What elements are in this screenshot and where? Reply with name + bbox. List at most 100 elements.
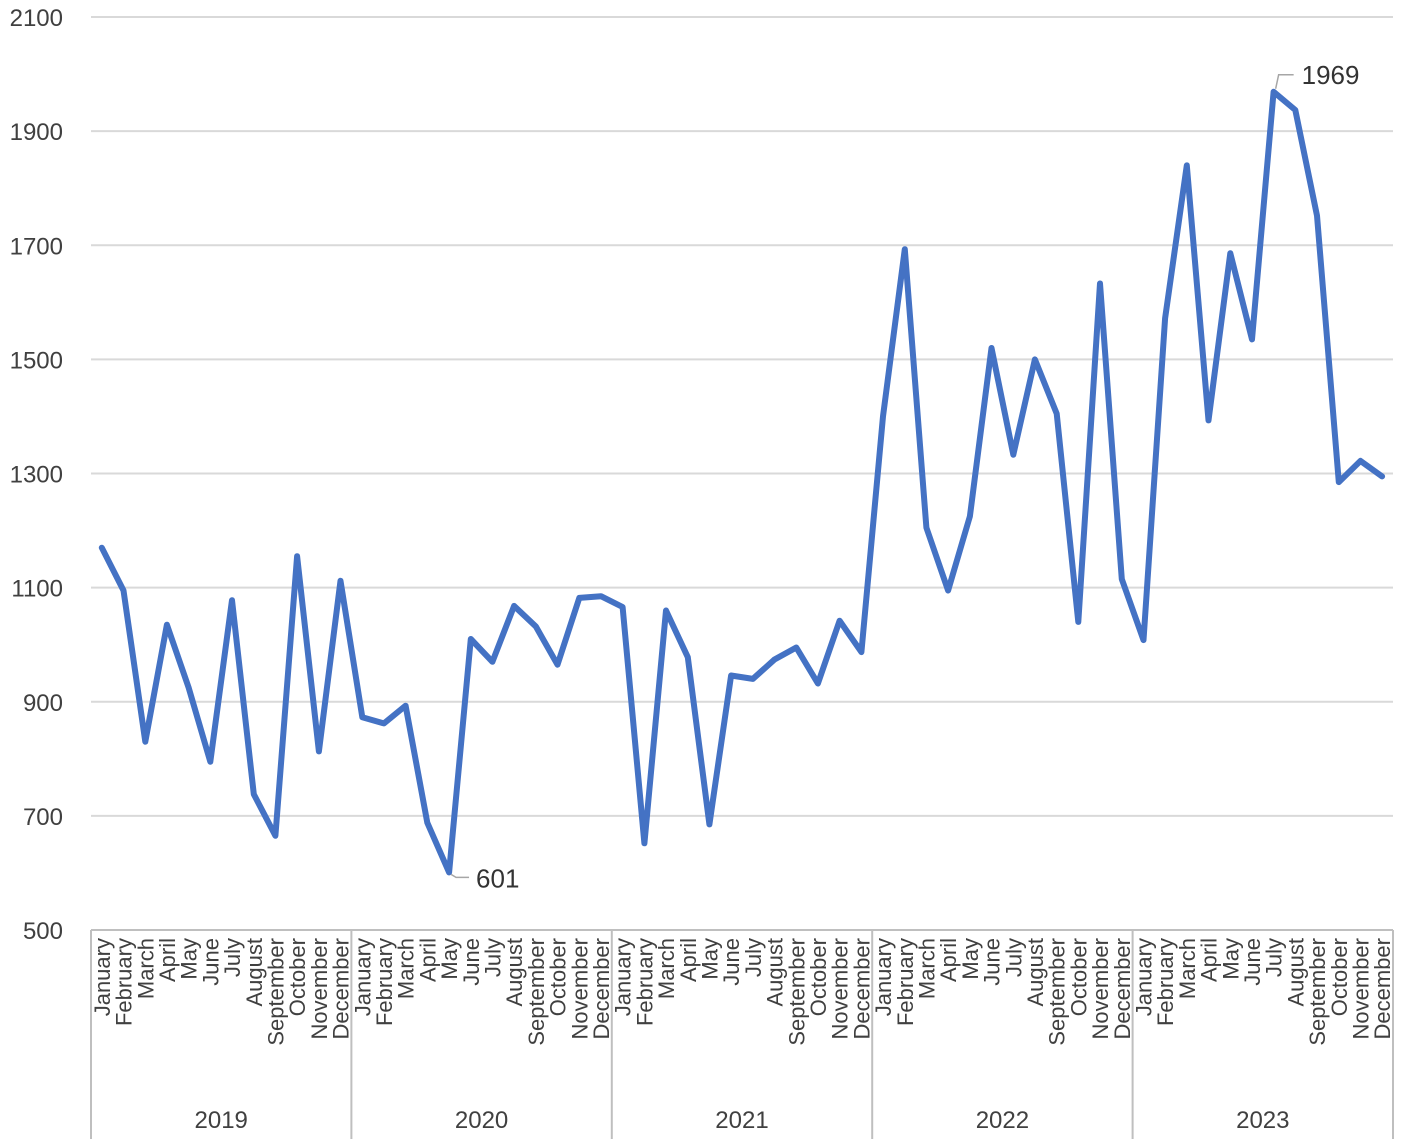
data-point [728, 673, 734, 679]
x-tick-label-month: September [1045, 938, 1070, 1046]
x-tick-label-month: March [394, 938, 419, 999]
data-point [1357, 458, 1363, 464]
x-tick-label-month: September [1305, 938, 1330, 1046]
x-tick-label-month: January [871, 938, 896, 1016]
x-tick-label-month: July [220, 938, 245, 977]
series-layer [98, 88, 1386, 876]
x-tick-label-month: September [784, 938, 809, 1046]
data-point [620, 604, 626, 610]
x-tick-label-month: June [980, 938, 1005, 986]
x-tick-label-month: January [1131, 938, 1156, 1016]
x-tick-label-month: June [198, 938, 223, 986]
data-point [945, 587, 951, 593]
x-tick-label-month: May [1218, 938, 1243, 980]
x-tick-label-month: October [546, 938, 571, 1016]
x-tick-label-year: 2022 [976, 1107, 1029, 1134]
x-tick-label-month: April [155, 938, 180, 982]
data-point [641, 840, 647, 846]
data-point [902, 246, 908, 252]
x-tick-label-month: November [307, 938, 332, 1039]
data-point [576, 595, 582, 601]
x-tick-label-month: October [1066, 938, 1091, 1016]
data-point [1184, 162, 1190, 168]
data-point [1010, 452, 1016, 458]
x-tick-label-year: 2021 [715, 1107, 768, 1134]
x-tick-label-month: May [958, 938, 983, 980]
x-tick-label-month: November [1088, 938, 1113, 1039]
x-tick-label-month: January [611, 938, 636, 1016]
x-tick-label-year: 2019 [195, 1107, 248, 1134]
data-point [923, 525, 929, 531]
y-tick-label: 1500 [10, 347, 63, 374]
x-tick-label-month: February [372, 938, 397, 1026]
x-tick-label-month: June [1240, 938, 1265, 986]
x-tick-label-month: February [1153, 938, 1178, 1026]
data-point [598, 593, 604, 599]
data-point [989, 345, 995, 351]
x-tick-label-month: October [806, 938, 831, 1016]
x-tick-label-month: January [350, 938, 375, 1016]
x-tick-label-month: August [1283, 938, 1308, 1007]
x-tick-label-month: July [480, 938, 505, 977]
x-tick-label-month: April [676, 938, 701, 982]
x-tick-label-month: February [632, 938, 657, 1026]
data-point [685, 654, 691, 660]
x-tick-label-month: December [1370, 938, 1395, 1039]
data-point [1292, 107, 1298, 113]
x-tick-label-month: February [112, 938, 137, 1026]
x-tick-label-month: November [1348, 938, 1373, 1039]
data-point [142, 739, 148, 745]
series-line [98, 88, 1386, 876]
data-point [99, 545, 105, 551]
x-axis: JanuaryFebruaryMarchAprilMayJuneJulyAugu… [90, 929, 1395, 1139]
data-point [1227, 250, 1233, 256]
x-tick-label-month: August [242, 938, 267, 1007]
data-point [555, 662, 561, 668]
data-point [294, 553, 300, 559]
x-tick-label-month: March [654, 938, 679, 999]
x-tick-label-month: April [1197, 938, 1222, 982]
x-tick-label-month: May [177, 938, 202, 980]
data-point [272, 833, 278, 839]
data-point [186, 684, 192, 690]
x-tick-label-month: March [133, 938, 158, 999]
data-point [1249, 336, 1255, 342]
y-tick-label: 1900 [10, 119, 63, 146]
y-tick-label: 700 [23, 804, 63, 831]
x-tick-label-month: July [741, 938, 766, 977]
y-tick-label: 500 [23, 918, 63, 945]
x-tick-label-month: October [285, 938, 310, 1016]
x-tick-label-month: April [415, 938, 440, 982]
x-tick-label-month: December [329, 938, 354, 1039]
data-point [1336, 479, 1342, 485]
x-tick-label-year: 2020 [455, 1107, 508, 1134]
data-point [1054, 411, 1060, 417]
data-point [1162, 315, 1168, 321]
x-tick-label-month: August [502, 938, 527, 1007]
data-point [1314, 213, 1320, 219]
x-tick-label-month: June [719, 938, 744, 986]
x-tick-label-month: July [1001, 938, 1026, 977]
data-point [1140, 637, 1146, 643]
x-tick-label-month: June [459, 938, 484, 986]
data-point [772, 657, 778, 663]
x-tick-label-month: August [763, 938, 788, 1007]
data-point [663, 607, 669, 613]
y-tick-label: 2100 [10, 5, 63, 32]
data-point [164, 622, 170, 628]
x-tick-label-month: December [849, 938, 874, 1039]
x-tick-label-month: March [914, 938, 939, 999]
x-tick-label-month: April [936, 938, 961, 982]
data-point [229, 597, 235, 603]
data-point [858, 649, 864, 655]
data-point [359, 714, 365, 720]
y-tick-label: 1300 [10, 462, 63, 489]
x-tick-label-month: March [1175, 938, 1200, 999]
data-point [207, 759, 213, 765]
x-tick-label-month: January [90, 938, 115, 1016]
leader-line [450, 873, 470, 879]
x-tick-label-month: May [697, 938, 722, 980]
y-tick-label: 900 [23, 690, 63, 717]
x-tick-label-month: November [828, 938, 853, 1039]
data-label-min: 601 [476, 863, 519, 893]
